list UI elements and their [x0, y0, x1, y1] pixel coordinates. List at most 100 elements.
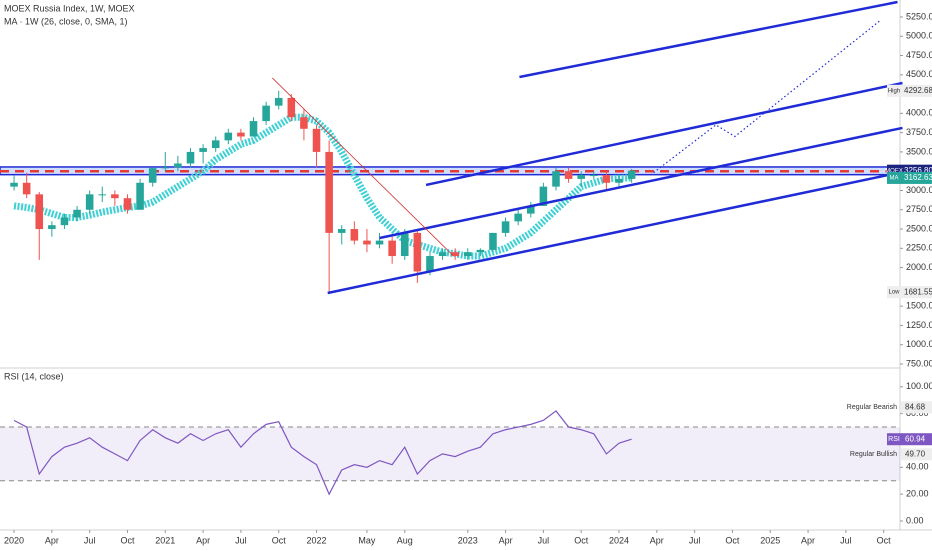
- x-tick-label: Jul: [84, 535, 96, 545]
- candle-body: [73, 209, 81, 218]
- chart-title: MOEX Russia Index, 1W, MOEX: [4, 3, 135, 13]
- candle-body: [186, 151, 195, 164]
- x-tick-label: Jul: [235, 535, 247, 545]
- y-tick-label: 4500.00: [906, 69, 932, 79]
- candle-body: [413, 232, 422, 272]
- forecast-path: [650, 20, 881, 176]
- candle-body: [174, 163, 182, 168]
- candle-body: [98, 194, 107, 196]
- trendline-red: [272, 77, 453, 256]
- y-tick-label: 1000.00: [906, 339, 932, 349]
- candle-body: [400, 232, 409, 257]
- y-tick-label: 2000.00: [906, 262, 932, 272]
- x-tick-label: Jul: [689, 535, 701, 545]
- price-tag-name: MA: [890, 176, 899, 182]
- candle-body: [350, 229, 359, 241]
- x-tick-label: Oct: [877, 535, 892, 545]
- candle-body: [438, 252, 447, 257]
- candle-body: [388, 240, 396, 257]
- price-tag-name: High: [888, 88, 900, 94]
- y-tick-label: 2500.00: [906, 223, 932, 233]
- candle-body: [426, 256, 434, 272]
- y-tick-label: 40.00: [906, 462, 929, 472]
- rsi-legend: RSI (14, close): [4, 371, 64, 381]
- x-tick-label: 2023: [458, 535, 478, 545]
- rsi-tag-name: Regular Bullish: [850, 451, 897, 458]
- trendline: [379, 126, 903, 240]
- candle-body: [451, 252, 459, 257]
- y-tick-label: 0.00: [906, 515, 924, 525]
- rsi-tag: 84.68 Regular Bearish: [847, 401, 932, 414]
- price-tag-value: [901, 84, 932, 97]
- price-tag-text: 3162.63: [904, 173, 932, 182]
- candle-body: [262, 105, 270, 122]
- candle-body: [615, 178, 623, 183]
- candle-body: [148, 168, 157, 183]
- y-tick-label: 100.00: [906, 381, 932, 391]
- x-tick-label: Apr: [499, 535, 513, 545]
- candle-body: [527, 205, 535, 214]
- candle-body: [463, 252, 472, 257]
- y-tick-label: 3500.00: [906, 146, 932, 156]
- y-tick-label: 1250.00: [906, 320, 932, 330]
- x-tick-label: Jul: [840, 535, 852, 545]
- ma-legend: MA · 1W (26, close, 0, SMA, 1): [4, 16, 128, 26]
- candle-body: [123, 198, 132, 210]
- candle-body: [577, 175, 585, 179]
- plot: [0, 0, 903, 496]
- candle-body: [60, 217, 69, 226]
- rsi-tag-value: [901, 401, 932, 414]
- x-tick-label: 2025: [760, 535, 780, 545]
- x-tick-label: Apr: [196, 535, 210, 545]
- candle-body: [22, 182, 31, 195]
- price-tag: 4292.68 High: [887, 84, 932, 97]
- candle-body: [501, 221, 510, 233]
- rsi-tag-text: 60.94: [905, 434, 926, 443]
- candle-body: [627, 170, 636, 179]
- candle-body: [48, 225, 56, 230]
- y-tick-label: 20.00: [906, 489, 929, 499]
- y-tick-label: 2250.00: [906, 243, 932, 253]
- rsi-tag: 49.70 Regular Bullish: [850, 448, 932, 461]
- candle-body: [211, 140, 220, 149]
- trendline: [425, 81, 903, 187]
- candle-body: [249, 121, 258, 137]
- candle-body: [375, 240, 384, 245]
- candle-body: [35, 194, 44, 230]
- y-tick-label: 4000.00: [906, 108, 932, 118]
- candle-body: [274, 97, 283, 106]
- price-tag: 1681.55 Low: [887, 286, 932, 299]
- price-tag-value: [901, 171, 932, 184]
- rsi-tag-text: 84.68: [905, 402, 926, 411]
- rsi-tag-value: [901, 448, 932, 461]
- x-tick-label: May: [358, 535, 376, 545]
- candle-body: [224, 132, 233, 141]
- x-tick-label: Jul: [538, 535, 550, 545]
- price-tag: 3162.63 MA: [887, 171, 932, 184]
- y-tick-label: 3750.00: [906, 127, 932, 137]
- trendline: [327, 170, 903, 295]
- x-tick-label: 2022: [307, 535, 327, 545]
- x-tick-label: Apr: [650, 535, 664, 545]
- candle-body: [199, 148, 207, 152]
- y-tick-label: 750.00: [906, 358, 932, 368]
- y-tick-label: 5250.00: [906, 11, 932, 21]
- price-tag-name-bg: [887, 84, 901, 97]
- candle-body: [564, 171, 573, 179]
- candle-body: [10, 182, 18, 187]
- candle-body: [476, 249, 485, 253]
- price-tag-name: Low: [888, 290, 900, 296]
- rsi-tag-name: Regular Bearish: [847, 404, 897, 411]
- x-tick-label: 2024: [609, 535, 629, 545]
- candle-body: [111, 194, 119, 199]
- candle-body: [514, 213, 522, 222]
- x-tick-label: Apr: [801, 535, 815, 545]
- ma-line: [13, 113, 632, 260]
- candle-body: [287, 97, 296, 118]
- candle-body: [300, 117, 308, 129]
- price-tag-name: MOEX: [885, 168, 903, 174]
- candle-body: [161, 167, 170, 169]
- y-tick-label: 2750.00: [906, 204, 932, 214]
- price-tag-text: 3256.80: [904, 166, 932, 175]
- x-tick-label: Oct: [120, 535, 135, 545]
